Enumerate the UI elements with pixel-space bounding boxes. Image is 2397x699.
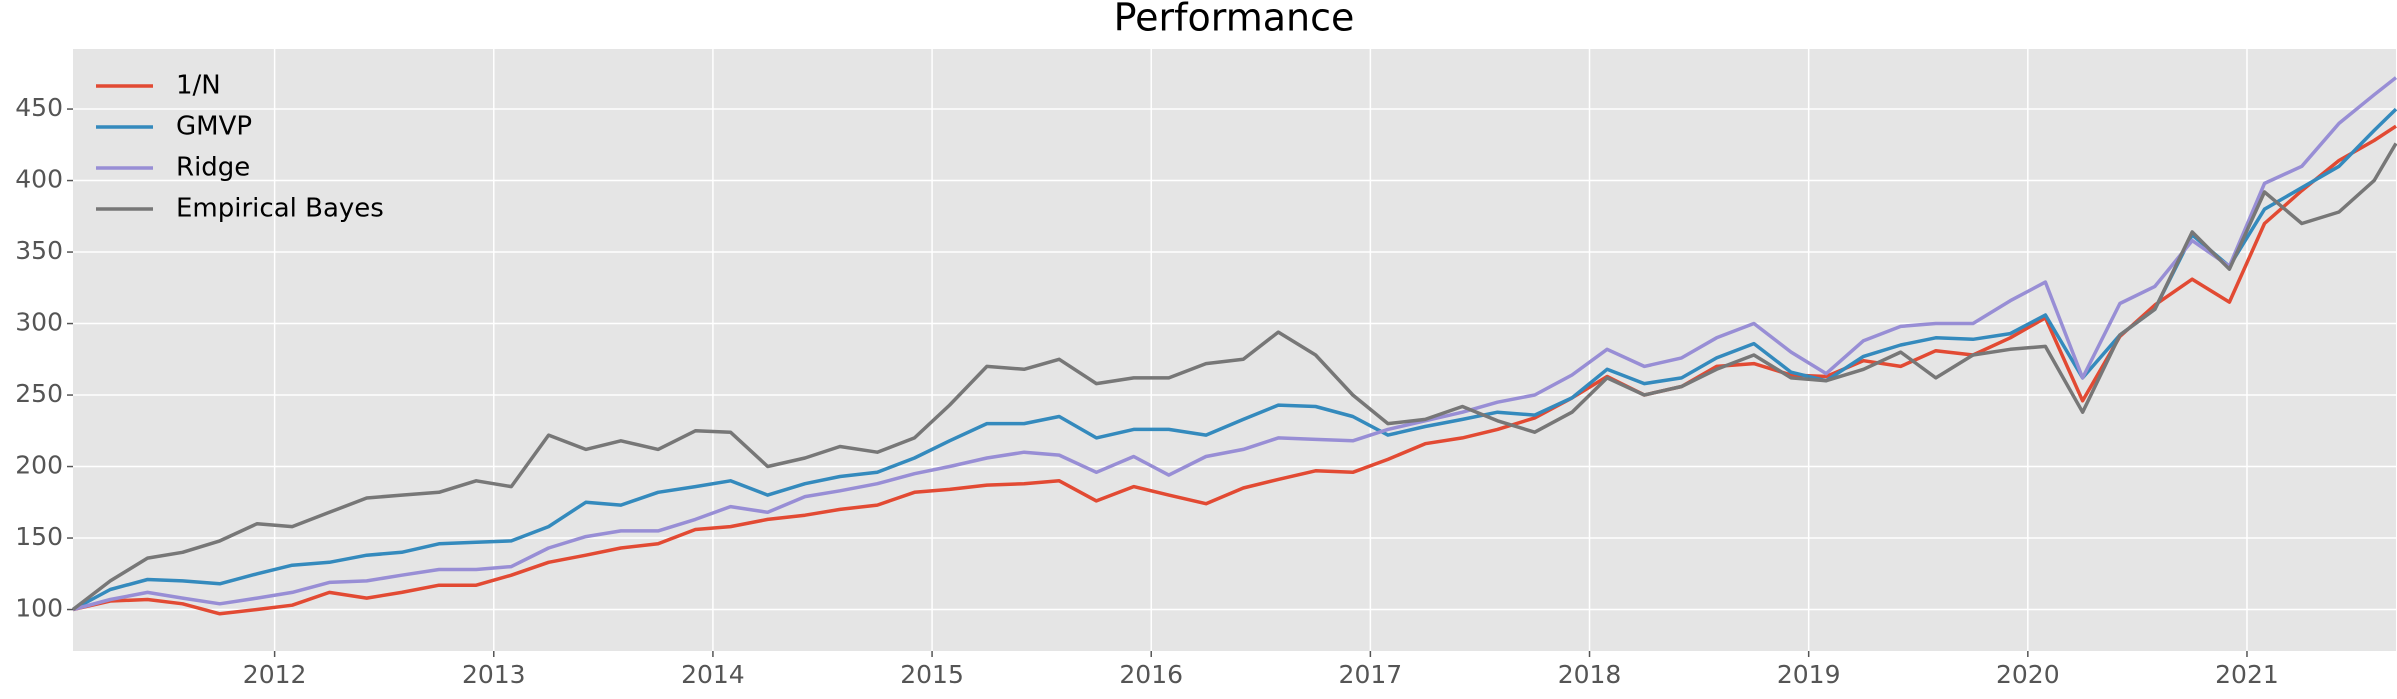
x-tick-label: 2015 [900, 660, 964, 689]
y-tick-label: 400 [15, 165, 63, 194]
series-line [72, 76, 2397, 612]
chart-title: Performance [1114, 0, 1355, 40]
y-tick-label: 250 [15, 379, 63, 408]
series-line [72, 124, 2397, 616]
y-tick-label: 100 [15, 594, 63, 623]
legend-label: Empirical Bayes [176, 194, 384, 224]
x-tick-label: 2019 [1777, 660, 1841, 689]
x-tick-label: 2021 [2215, 660, 2279, 689]
y-tick-label: 200 [15, 451, 63, 480]
y-tick-label: 300 [15, 308, 63, 337]
y-tick-label: 350 [15, 236, 63, 265]
x-tick-label: 2020 [1996, 660, 2060, 689]
legend-label: 1/N [176, 71, 221, 101]
x-tick-label: 2012 [243, 660, 307, 689]
y-tick-label: 150 [15, 522, 63, 551]
legend-label: GMVP [176, 112, 252, 142]
x-tick-label: 2014 [681, 660, 745, 689]
x-tick-label: 2016 [1119, 660, 1183, 689]
legend-label: Ridge [176, 153, 250, 183]
series-line [72, 107, 2397, 612]
x-tick-label: 2017 [1339, 660, 1403, 689]
series-line [71, 142, 2397, 611]
x-tick-label: 2013 [462, 660, 526, 689]
x-tick-label: 2018 [1558, 660, 1622, 689]
y-tick-label: 450 [15, 93, 63, 122]
